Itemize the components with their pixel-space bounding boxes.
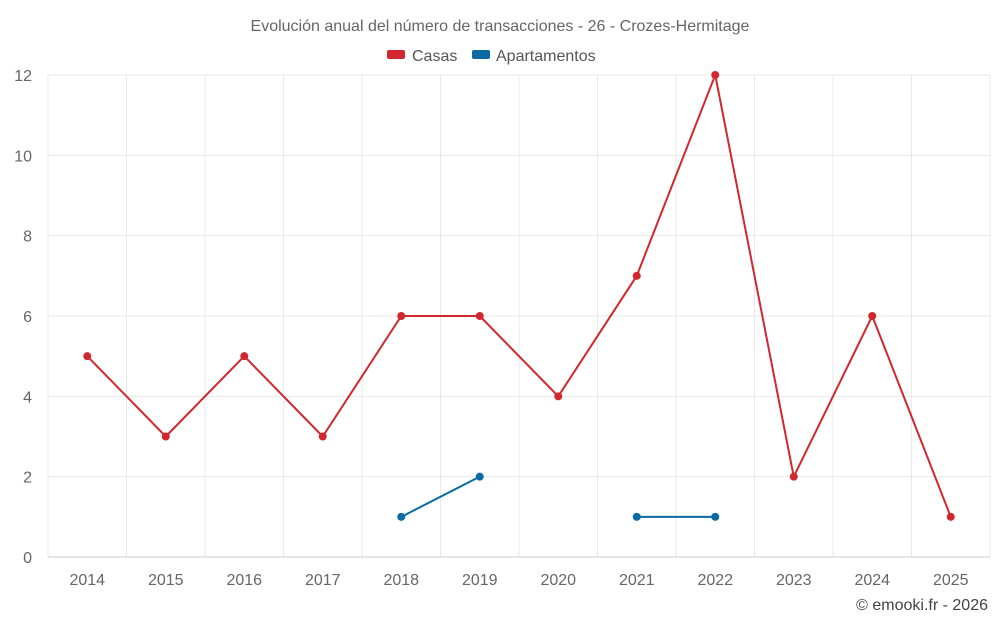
data-point-casas-2021[interactable] xyxy=(632,271,641,280)
x-tick-label-2022: 2022 xyxy=(697,572,733,589)
y-tick-label: 4 xyxy=(23,389,32,406)
legend-swatch-casas xyxy=(387,50,405,59)
data-point-casas-2015[interactable] xyxy=(161,432,170,441)
axes: 0 2 4 6 8 10 12 2014 2015 2016 2017 2018 2019 2020 202… xyxy=(14,68,990,589)
x-tick-label-2017: 2017 xyxy=(305,572,341,589)
x-tick-label-2018: 2018 xyxy=(383,572,419,589)
data-point-casas-2018[interactable] xyxy=(397,312,406,320)
data-point-casas-2017[interactable] xyxy=(318,432,327,441)
data-point-casas-2020[interactable] xyxy=(554,392,563,401)
x-tick-label-2025: 2025 xyxy=(933,572,969,589)
data-point-apartamentos-2022[interactable] xyxy=(711,512,720,521)
x-tick-label-2014: 2014 xyxy=(69,572,105,589)
legend-label-casas[interactable]: Casas xyxy=(412,48,457,65)
x-tick-label-2020: 2020 xyxy=(540,572,576,589)
x-tick-label-2016: 2016 xyxy=(226,572,262,589)
legend-label-apartamentos[interactable]: Apartamentos xyxy=(496,48,596,65)
x-tick-label-2023: 2023 xyxy=(776,572,812,589)
data-point-apartamentos-2021[interactable] xyxy=(632,512,641,521)
data-point-casas-2019[interactable] xyxy=(475,312,484,320)
data-point-casas-2014[interactable] xyxy=(83,352,92,361)
x-tick-label-2019: 2019 xyxy=(462,572,498,589)
data-point-casas-2023[interactable] xyxy=(789,472,798,481)
series-line-apartamentos xyxy=(400,475,716,518)
credit-text: © emooki.fr - 2026 xyxy=(856,597,988,614)
series-apartamentos xyxy=(397,472,720,521)
y-tick-label: 6 xyxy=(23,309,32,326)
data-point-casas-2024[interactable] xyxy=(868,312,877,320)
y-tick-label: 8 xyxy=(23,229,32,246)
data-point-casas-2022[interactable] xyxy=(711,71,720,79)
data-point-casas-2016[interactable] xyxy=(240,352,249,361)
data-point-casas-2025[interactable] xyxy=(946,512,955,521)
series-line-casas xyxy=(86,74,952,518)
grid xyxy=(47,74,991,557)
chart-title: Evolución anual del número de transaccio… xyxy=(251,18,750,35)
data-point-apartamentos-2018[interactable] xyxy=(397,512,406,521)
x-tick-label-2021: 2021 xyxy=(619,572,655,589)
data-point-apartamentos-2019[interactable] xyxy=(475,472,484,481)
y-tick-label: 10 xyxy=(14,148,32,165)
y-tick-label: 2 xyxy=(23,470,32,487)
legend: Casas Apartamentos xyxy=(387,48,596,65)
series xyxy=(83,71,955,521)
series-casas xyxy=(83,71,955,521)
y-tick-label: 0 xyxy=(23,550,32,567)
x-tick-label-2024: 2024 xyxy=(854,572,890,589)
y-tick-label: 12 xyxy=(14,68,32,85)
x-tick-label-2015: 2015 xyxy=(148,572,184,589)
legend-swatch-apartamentos xyxy=(472,50,490,59)
